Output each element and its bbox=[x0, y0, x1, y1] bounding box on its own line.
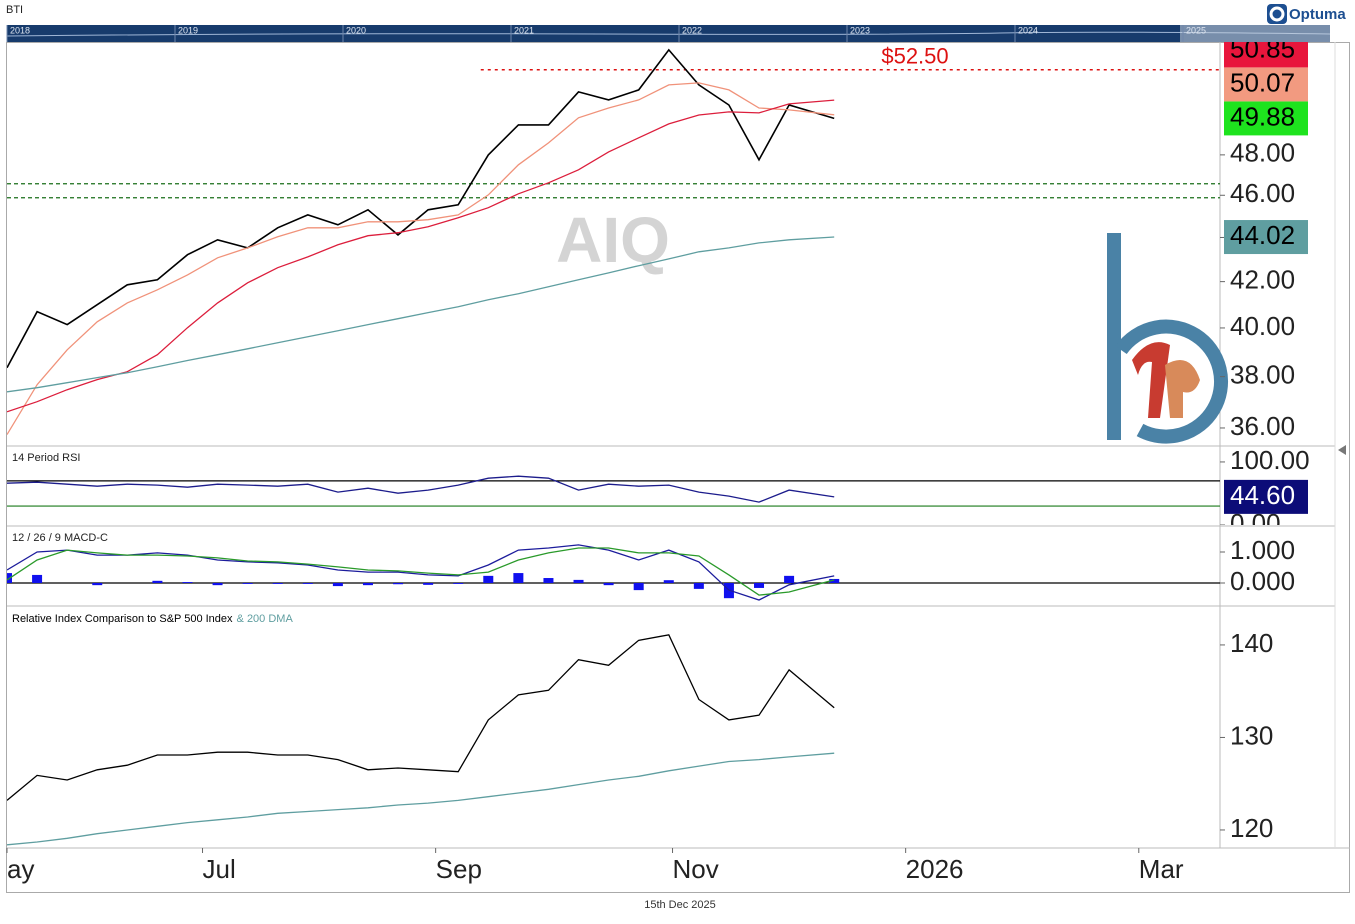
last-value-box bbox=[1224, 220, 1308, 255]
histogram-bar bbox=[92, 582, 103, 586]
y-tick-label: 0.000 bbox=[1230, 566, 1295, 596]
last-value-label: 44.02 bbox=[1230, 220, 1295, 250]
brand-icon-ring bbox=[1269, 6, 1285, 22]
series-line bbox=[7, 544, 835, 601]
watermark: AIQ bbox=[556, 204, 670, 276]
navigator-line bbox=[6, 31, 1331, 37]
last-value-label: 49.88 bbox=[1230, 101, 1295, 131]
last-value-label: 50.07 bbox=[1230, 67, 1295, 97]
y-tick-label: 120 bbox=[1230, 813, 1273, 843]
y-tick-label: 46.00 bbox=[1230, 178, 1295, 208]
y-tick-label: 130 bbox=[1230, 720, 1273, 750]
y-tick-label: 1.000 bbox=[1230, 535, 1295, 565]
series-line bbox=[7, 48, 835, 369]
x-tick-label: Jul bbox=[203, 854, 236, 884]
brand-mark-orange bbox=[1165, 360, 1200, 418]
histogram-bar bbox=[212, 582, 223, 586]
histogram-bar bbox=[573, 579, 584, 583]
histogram-bar bbox=[513, 573, 524, 583]
histogram-bar bbox=[663, 580, 674, 583]
y-tick-label: 140 bbox=[1230, 628, 1273, 658]
y-tick-label: 40.00 bbox=[1230, 311, 1295, 341]
navigator-year: 2023 bbox=[850, 25, 870, 35]
histogram-bar bbox=[393, 582, 404, 585]
panel-legend: 12 / 26 / 9 MACD-C bbox=[12, 532, 108, 544]
navigator-window[interactable] bbox=[1180, 25, 1330, 42]
y-tick-label: 48.00 bbox=[1230, 138, 1295, 168]
frame bbox=[6, 42, 1350, 893]
series-line bbox=[7, 236, 835, 393]
histogram-bar bbox=[754, 582, 765, 588]
navigator-year: 2025 bbox=[1186, 25, 1206, 35]
navigator-year: 2020 bbox=[346, 25, 366, 35]
series-line bbox=[7, 547, 835, 596]
histogram-bar bbox=[483, 575, 494, 583]
navigator-year: 2019 bbox=[178, 25, 198, 35]
histogram-bar bbox=[32, 574, 43, 583]
x-tick-label: ay bbox=[7, 854, 34, 884]
histogram-bar bbox=[423, 582, 434, 585]
navigator-year: 2018 bbox=[10, 25, 30, 35]
brand-mark-red bbox=[1132, 342, 1170, 418]
navigator: 2018 2019 2020 2021 2022 2023 2024 2025 bbox=[6, 25, 1331, 42]
panel: 36.0038.0040.0042.0044.0046.0048.00$52.5… bbox=[7, 33, 1308, 441]
x-tick-label: Nov bbox=[673, 854, 719, 884]
histogram-bar bbox=[332, 582, 343, 587]
histogram-bar bbox=[543, 578, 554, 583]
last-value-label: 44.60 bbox=[1230, 480, 1295, 510]
last-value-box bbox=[1224, 67, 1308, 102]
histogram-bar bbox=[603, 582, 614, 586]
annotation-label: $52.50 bbox=[881, 44, 948, 69]
histogram-bar bbox=[152, 580, 163, 583]
x-tick-label: 2026 bbox=[906, 854, 964, 884]
brand-mark bbox=[1107, 233, 1228, 444]
legend-entry: Relative Index Comparison to S&P 500 Ind… bbox=[12, 613, 233, 625]
brand-logo: Optuma bbox=[1267, 4, 1346, 24]
y-tick-label: 36.00 bbox=[1230, 411, 1295, 441]
last-value-box bbox=[1224, 42, 1308, 68]
last-value-label: 50.85 bbox=[1230, 33, 1295, 63]
navigator-year: 2022 bbox=[682, 25, 702, 35]
histogram-bar bbox=[633, 582, 644, 591]
y-tick-label: 100.00 bbox=[1230, 445, 1310, 475]
last-value-box bbox=[1224, 101, 1308, 136]
histogram-bar bbox=[362, 582, 373, 586]
histogram-bar bbox=[693, 582, 704, 589]
y-tick-label: 38.00 bbox=[1230, 360, 1295, 390]
brand-mark-bowl bbox=[1115, 319, 1228, 444]
histogram-bar bbox=[182, 582, 193, 583]
navigator-year: 2021 bbox=[514, 25, 534, 35]
symbol: BTI bbox=[6, 4, 23, 16]
y-tick-label: 42.00 bbox=[1230, 265, 1295, 295]
x-tick-label: Mar bbox=[1139, 854, 1184, 884]
navigator-bar bbox=[7, 25, 1330, 42]
last-value-box bbox=[1224, 479, 1308, 514]
histogram-bar bbox=[784, 575, 795, 583]
histogram-bar bbox=[242, 582, 253, 584]
histogram-bar bbox=[453, 582, 464, 584]
brand-name: Optuma bbox=[1289, 6, 1346, 23]
panel-legend: 14 Period RSI bbox=[12, 452, 80, 464]
histogram-bar bbox=[829, 578, 840, 583]
scroll-arrow[interactable] bbox=[1338, 445, 1346, 455]
histogram-bar bbox=[272, 582, 283, 584]
navigator-year: 2024 bbox=[1018, 25, 1038, 35]
histogram-bar bbox=[302, 582, 313, 584]
series-line bbox=[7, 752, 835, 846]
series-line bbox=[7, 99, 835, 413]
legend-entry: & 200 DMA bbox=[237, 613, 294, 625]
series-line bbox=[7, 475, 835, 503]
series-line bbox=[7, 634, 835, 801]
brand-mark-stem bbox=[1107, 233, 1121, 440]
panel: 120 130 140 bbox=[7, 628, 1273, 846]
series-line bbox=[7, 82, 835, 435]
x-tick-label: Sep bbox=[436, 854, 482, 884]
footer-date: 15th Dec 2025 bbox=[644, 899, 716, 911]
